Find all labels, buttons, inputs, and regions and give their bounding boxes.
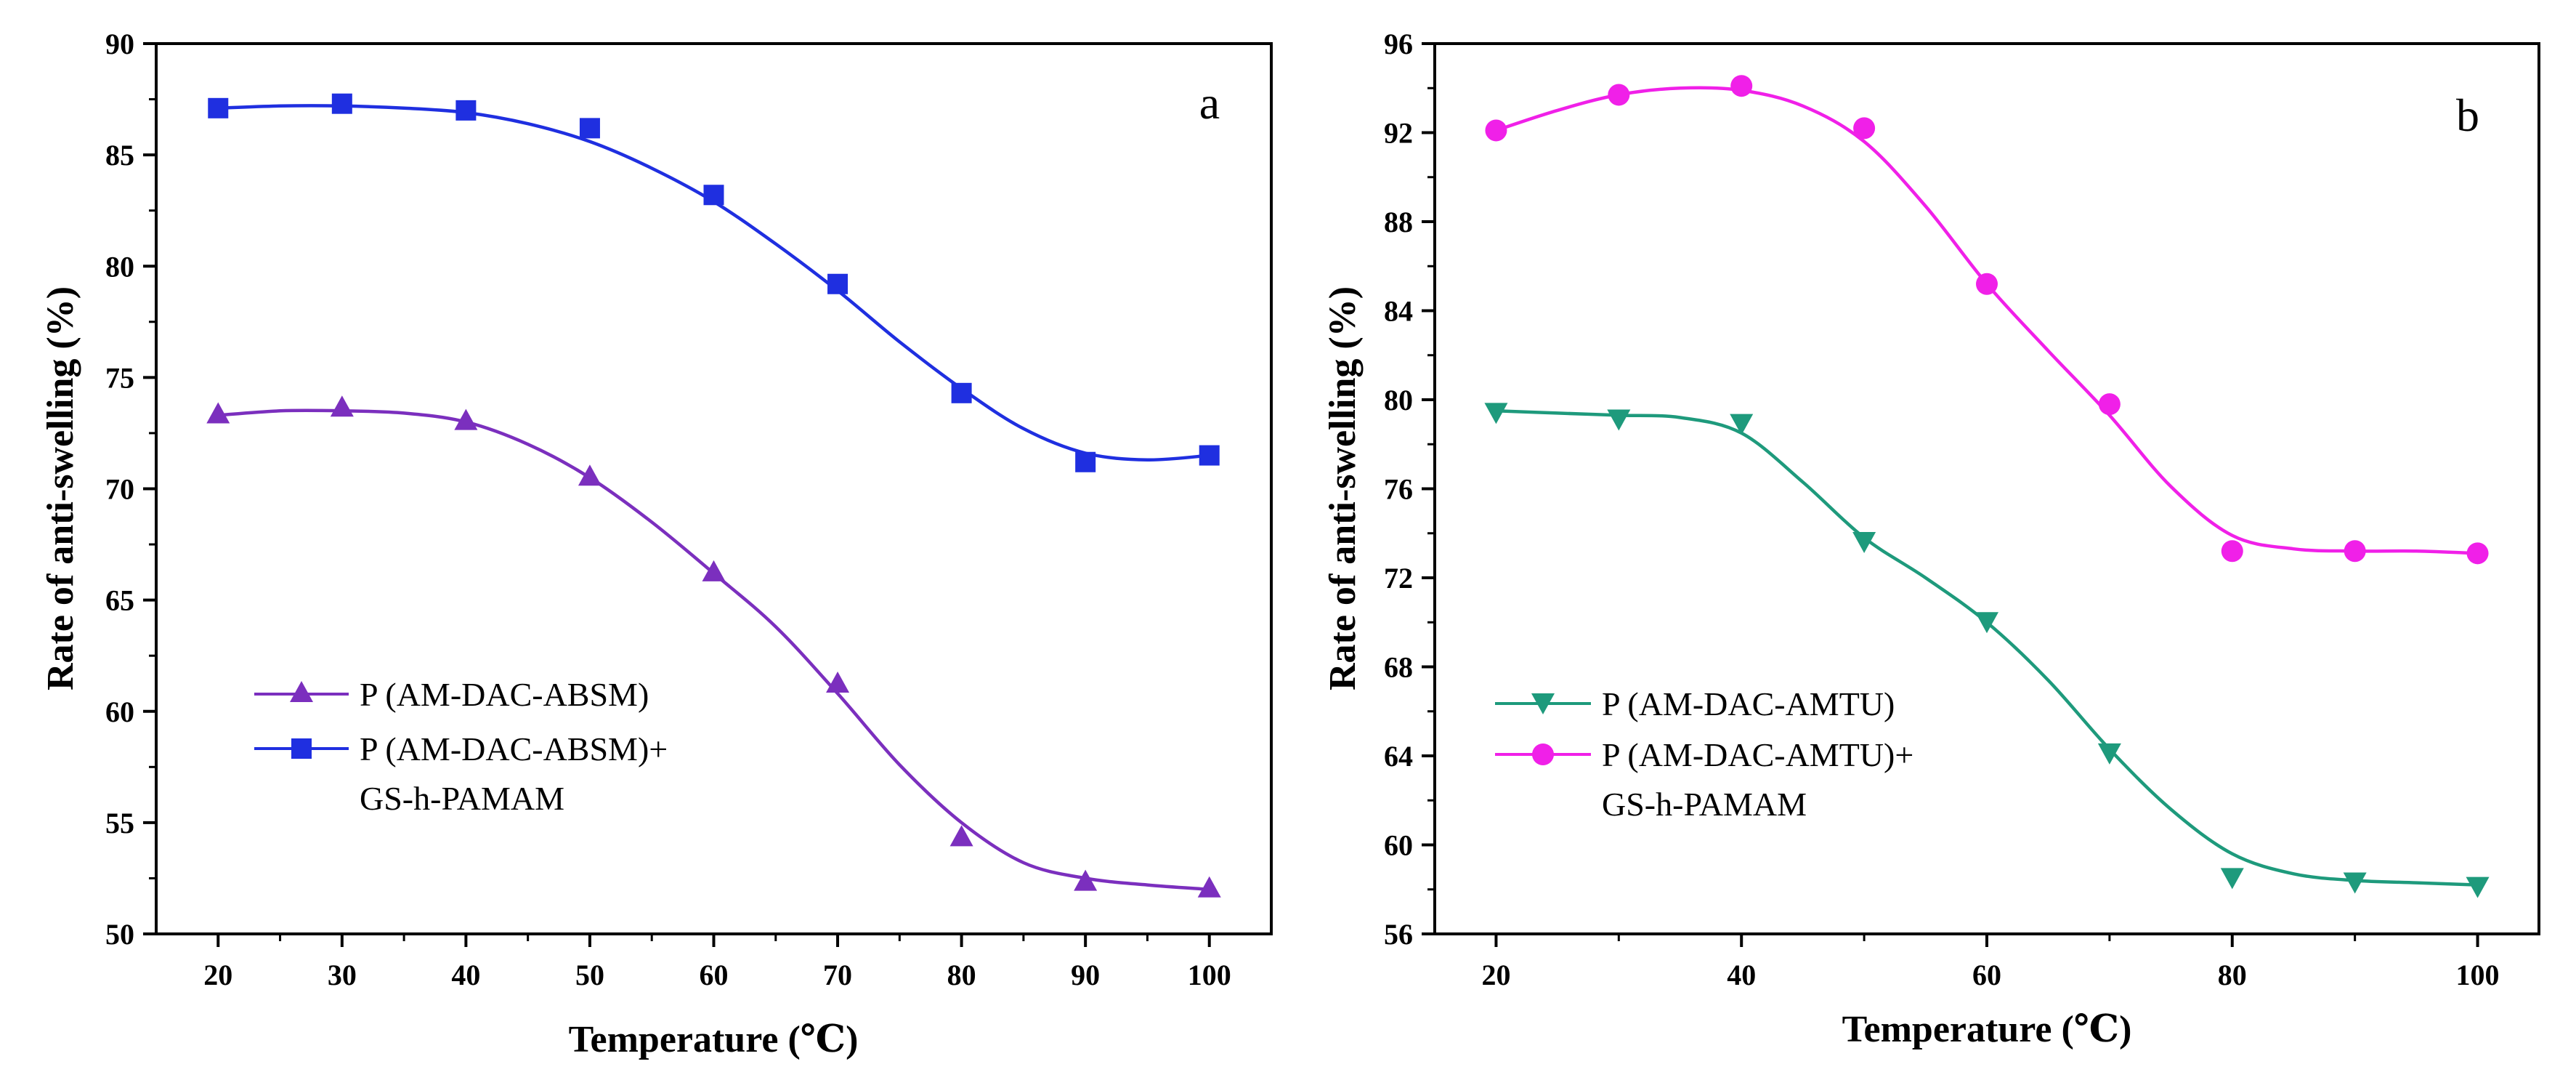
panel-b-x-tick-label: 20: [1481, 959, 1510, 991]
panel-b-legend-marker-1: [1531, 693, 1555, 714]
panel-b-legend-marker-2: [1532, 743, 1554, 765]
panel-a-y-tick-label: 90: [105, 28, 134, 60]
panel-a-series-1-point: [454, 408, 478, 430]
panel-a-series-2-point: [1075, 451, 1096, 472]
panel-b-y-tick-label: 80: [1384, 384, 1413, 416]
panel-b-x-tick-label: 80: [2218, 959, 2247, 991]
panel-a-plot-frame: [155, 42, 1273, 935]
panel-b-legend: P (AM-DAC-AMTU) P (AM-DAC-AMTU)+ GS-h-PA…: [1495, 685, 1913, 823]
panel-b-legend-label-2-cont: GS-h-PAMAM: [1602, 786, 1807, 823]
panel-b-y-tick-label: 72: [1384, 562, 1413, 595]
panel-a-x-tick-label: 50: [575, 959, 604, 991]
panel-a-legend-marker-1: [290, 681, 313, 702]
panel-a-series-2-point: [455, 100, 477, 121]
panel-a-series-1-point: [206, 402, 230, 424]
panel-a-series-2-point: [208, 97, 229, 118]
panel-a-series-1-point: [1197, 876, 1221, 898]
panel-b-series-2-point: [2466, 542, 2489, 565]
panel-a-series-1-point: [949, 825, 973, 847]
panel-a-series-2-point: [951, 382, 972, 403]
panel-b-data-markers: [1484, 75, 2490, 898]
panel-b-y-axis-title: Rate of anti-swelling (%): [1322, 286, 1364, 690]
panel-b-y-tick-label: 68: [1384, 651, 1413, 684]
panel-b-plot-frame: [1433, 42, 2540, 935]
panel-a-series-2-point: [703, 185, 724, 206]
panel-b-series-2-point: [1976, 273, 1998, 295]
panel-a-y-tick-label: 55: [105, 807, 134, 839]
panel-a-legend-label-2-cont: GS-h-PAMAM: [360, 780, 564, 817]
panel-b-y-tick-label: 92: [1384, 117, 1413, 150]
panel-a-series-2-point: [827, 273, 848, 294]
panel-a-x-tick-label: 30: [328, 959, 357, 991]
panel-a-x-tick-label: 80: [947, 959, 976, 991]
panel-b-y-tick-label: 88: [1384, 206, 1413, 238]
panel-b-series-2-point: [1608, 84, 1630, 106]
panel-b-y-tick-label: 76: [1384, 473, 1413, 506]
panel-a-y-tick-label: 65: [105, 584, 134, 617]
panel-b-series-1-point: [1484, 403, 1508, 424]
panel-a-y-tick-label: 60: [105, 696, 134, 728]
panel-b-series-1-point: [2097, 743, 2121, 765]
panel-a-series-1-point: [826, 672, 850, 693]
panel-a-x-axis-title: Temperature (℃): [569, 1019, 859, 1060]
panel-b-y-tick-label: 56: [1384, 918, 1413, 951]
panel-b-x-tick-label: 40: [1727, 959, 1756, 991]
panel-b-series-1-point: [2343, 872, 2367, 894]
panel-a-series-1-point: [578, 464, 602, 486]
panel-b-legend-label-2: P (AM-DAC-AMTU)+: [1602, 736, 1913, 773]
panel-a-series-2-point: [1199, 445, 1220, 466]
panel-a-y-tick-label: 80: [105, 250, 134, 283]
panel-b-ticks: 20 40 60 80 100 56 60 64 68 72 76 80 84 88 92 96: [1384, 28, 2500, 991]
panel-a-y-tick-label: 75: [105, 361, 134, 394]
panel-a-y-axis-title: Rate of anti-swelling (%): [40, 286, 81, 690]
panel-a-label: a: [1199, 77, 1220, 129]
panel-b-y-tick-label: 96: [1384, 28, 1413, 60]
panel-b-series-1-point: [2466, 877, 2490, 898]
panel-a-data-markers: [206, 93, 1221, 898]
panel-b-x-tick-label: 60: [1972, 959, 2001, 991]
panel-b-x-tick-label: 100: [2456, 959, 2500, 991]
panel-a-y-tick-label: 70: [105, 473, 134, 506]
panel-b-legend-label-1: P (AM-DAC-AMTU): [1602, 685, 1895, 722]
panel-a-x-tick-label: 70: [823, 959, 852, 991]
panel-b-series-2-point: [2098, 393, 2121, 416]
panel-a-series-1-point: [1074, 869, 1098, 891]
panel-a-y-tick-label: 85: [105, 139, 134, 172]
panel-a-x-tick-label: 100: [1188, 959, 1231, 991]
panel-b-series-2-point: [2344, 540, 2366, 563]
panel-a-series-1-point: [330, 395, 354, 417]
panel-a-legend-label-2: P (AM-DAC-ABSM)+: [360, 730, 668, 767]
panel-a-series-2-point: [579, 118, 600, 139]
panel-a-legend-label-1: P (AM-DAC-ABSM): [360, 676, 649, 713]
panel-b-y-tick-label: 64: [1384, 740, 1413, 773]
panel-b-series-1-point: [2220, 868, 2244, 890]
chart-panel-b: 20 40 60 80 100 56 60 64 68 72 76 80 84 88 92 96 b Temp…: [1322, 28, 2540, 1050]
panel-a-x-tick-label: 90: [1071, 959, 1100, 991]
panel-a-legend-marker-2: [291, 738, 312, 759]
panel-b-series-1-point: [1607, 409, 1631, 431]
panel-a-series-2-point: [331, 93, 352, 114]
panel-a-x-tick-label: 20: [203, 959, 232, 991]
panel-b-series-2-point: [1853, 117, 1876, 140]
panel-a-legend: P (AM-DAC-ABSM) P (AM-DAC-ABSM)+ GS-h-PA…: [254, 676, 668, 817]
panel-b-series-2-point: [2221, 540, 2243, 563]
panel-a-series-1-point: [702, 560, 726, 581]
panel-b-series-1-point: [1730, 414, 1754, 435]
panel-b-label: b: [2456, 89, 2479, 141]
panel-a-y-tick-label: 50: [105, 918, 134, 951]
panel-b-x-axis-title: Temperature (℃): [1842, 1009, 2132, 1050]
panel-b-y-tick-label: 60: [1384, 829, 1413, 862]
panel-b-series-1-point: [1852, 531, 1876, 553]
panel-b-series-1-point: [1975, 612, 1998, 634]
panel-a-x-tick-label: 60: [700, 959, 729, 991]
panel-b-series-2-point: [1730, 75, 1753, 97]
panel-a-series-2-fit-line: [218, 104, 1210, 462]
panel-b-series-2-point: [1485, 119, 1507, 142]
panel-b-y-tick-label: 84: [1384, 295, 1413, 328]
panel-a-ticks: 20 30 40 50 60 70 80 90 100 50 55 60 65 70 75 80 85 90: [105, 28, 1231, 991]
panel-a-x-tick-label: 40: [451, 959, 480, 991]
